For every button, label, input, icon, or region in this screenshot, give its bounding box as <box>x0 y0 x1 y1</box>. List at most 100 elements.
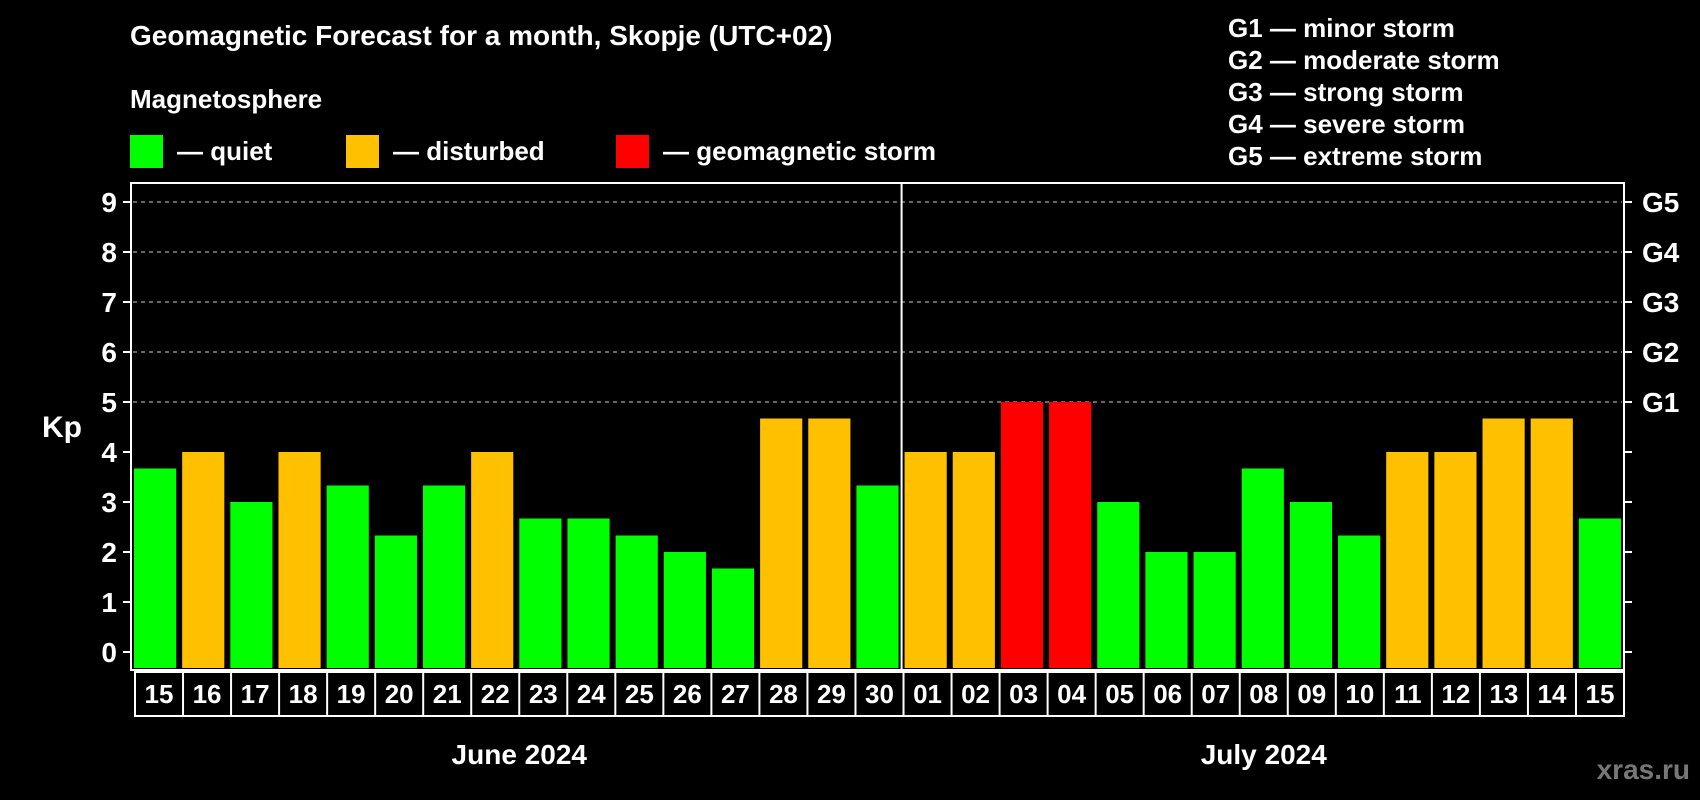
legend-label-disturbed: — disturbed <box>393 135 545 166</box>
bar <box>952 452 995 668</box>
date-label: 19 <box>337 679 366 709</box>
y-tick-label: 3 <box>101 487 117 518</box>
legend-swatch-storm <box>616 134 649 168</box>
plot-frame <box>130 182 1625 671</box>
bar <box>1000 402 1044 668</box>
date-label: 02 <box>961 679 990 709</box>
legend-label-quiet: — quiet <box>177 135 273 166</box>
date-label: 05 <box>1105 679 1134 709</box>
bar <box>711 568 755 668</box>
bar <box>1578 518 1621 668</box>
bar <box>1386 452 1429 668</box>
date-label: 27 <box>721 679 750 709</box>
date-label: 26 <box>673 679 702 709</box>
date-label: 22 <box>481 679 510 709</box>
bar <box>326 485 369 668</box>
date-label: 04 <box>1057 679 1086 709</box>
storm-scale-legend: G1 — minor storm G2 — moderate storm G3 … <box>1228 12 1500 172</box>
date-label: 24 <box>577 679 606 709</box>
date-label: 29 <box>817 679 846 709</box>
bar <box>422 485 466 668</box>
bar <box>1097 502 1140 668</box>
date-label: 15 <box>1586 679 1615 709</box>
y-tick-label: 1 <box>101 587 117 618</box>
date-label: 03 <box>1009 679 1038 709</box>
storm-level-label: G5 <box>1642 187 1679 218</box>
bar <box>615 535 658 668</box>
date-label: 25 <box>625 679 654 709</box>
month-label-july: July 2024 <box>1201 739 1328 770</box>
bar <box>808 418 851 668</box>
y-axis-label: Kp <box>42 411 82 444</box>
bar <box>1289 502 1333 668</box>
bar <box>1193 552 1236 668</box>
bar <box>182 452 225 668</box>
date-label: 08 <box>1249 679 1278 709</box>
bar <box>1530 418 1573 668</box>
storm-scale-g4: G4 — severe storm <box>1228 109 1466 139</box>
date-label: 12 <box>1441 679 1470 709</box>
date-label: 30 <box>865 679 894 709</box>
bar <box>230 502 273 668</box>
storm-level-label: G1 <box>1642 387 1679 418</box>
date-label: 20 <box>385 679 414 709</box>
date-strip <box>134 671 1625 717</box>
bar <box>904 452 947 668</box>
bar <box>760 418 803 668</box>
date-label: 13 <box>1489 679 1518 709</box>
legend-swatch-disturbed <box>346 134 379 168</box>
bar <box>519 518 562 668</box>
bar <box>471 452 514 668</box>
date-label: 06 <box>1153 679 1182 709</box>
y-tick-label: 0 <box>101 637 117 668</box>
date-label: 28 <box>769 679 798 709</box>
storm-scale-g5: G5 — extreme storm <box>1228 141 1483 171</box>
month-label-june: June 2024 <box>452 739 588 770</box>
legend-item-quiet: — quiet <box>130 134 272 168</box>
watermark: xras.ru <box>1596 754 1690 785</box>
storm-scale-g2: G2 — moderate storm <box>1228 45 1500 75</box>
y-tick-label: 2 <box>101 537 117 568</box>
bar <box>1434 452 1477 668</box>
bar <box>663 552 706 668</box>
y-tick-label: 9 <box>101 187 117 218</box>
date-label: 14 <box>1537 679 1566 709</box>
bar <box>1145 552 1188 668</box>
legend-swatch-quiet <box>130 134 163 168</box>
chart-title: Geomagnetic Forecast for a month, Skopje… <box>130 20 833 51</box>
date-label: 23 <box>529 679 558 709</box>
date-label: 10 <box>1345 679 1374 709</box>
bar <box>374 535 417 668</box>
y-tick-label: 8 <box>101 237 117 268</box>
date-label: 11 <box>1394 679 1422 709</box>
storm-scale-g1: G1 — minor storm <box>1228 13 1455 43</box>
y-tick-label: 5 <box>101 387 117 418</box>
date-label: 07 <box>1201 679 1230 709</box>
date-label: 21 <box>433 679 462 709</box>
storm-level-label: G2 <box>1642 337 1679 368</box>
bar <box>1482 418 1525 668</box>
date-label: 01 <box>913 679 942 709</box>
storm-level-label: G3 <box>1642 287 1679 318</box>
y-tick-label: 6 <box>101 337 117 368</box>
bar <box>278 452 321 668</box>
legend-item-storm: — geomagnetic storm <box>616 134 936 168</box>
storm-level-label: G4 <box>1642 237 1680 268</box>
y-tick-label: 7 <box>101 287 117 318</box>
legend-item-disturbed: — disturbed <box>346 134 545 168</box>
storm-scale-g3: G3 — strong storm <box>1228 77 1464 107</box>
legend-title: Magnetosphere <box>130 84 323 114</box>
date-label: 16 <box>193 679 222 709</box>
date-label: 17 <box>241 679 270 709</box>
bar <box>567 518 610 668</box>
bar <box>1049 402 1092 668</box>
y-tick-label: 4 <box>101 437 117 468</box>
date-label: 18 <box>289 679 318 709</box>
bar <box>1241 468 1284 668</box>
date-label: 15 <box>145 679 174 709</box>
bar <box>856 485 899 668</box>
date-label: 09 <box>1297 679 1326 709</box>
bar <box>134 468 177 668</box>
legend-label-storm: — geomagnetic storm <box>663 135 937 166</box>
